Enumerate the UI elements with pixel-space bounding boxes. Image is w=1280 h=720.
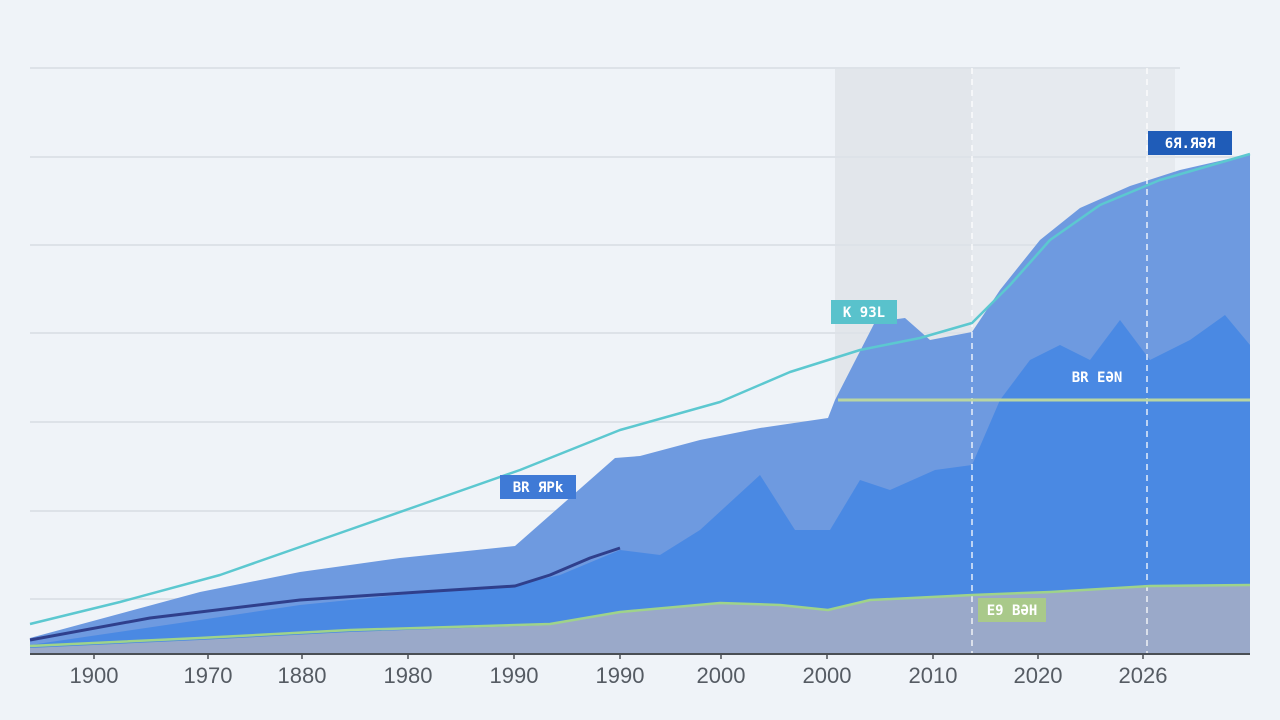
line-series	[29, 152, 1251, 648]
x-tick-label: 2000	[697, 663, 746, 688]
x-tick-label: 1990	[596, 663, 645, 688]
x-tick-label: 2026	[1119, 663, 1168, 688]
line-dark-line	[29, 546, 621, 642]
svg-text:BR EƏN: BR EƏN	[1072, 370, 1123, 386]
annotation-label: BR ЯPk	[500, 475, 576, 499]
x-tick-label: 2020	[1014, 663, 1063, 688]
annotations: 6Я.ЯƏЯ K 93L BR EƏN BR ЯPk E9 BƏH	[500, 131, 1232, 622]
annotation-label: K 93L	[831, 300, 897, 324]
x-tick-label: 1880	[278, 663, 327, 688]
x-tick-label: 1900	[70, 663, 119, 688]
x-tick-label: 2010	[909, 663, 958, 688]
area-lower-area	[30, 585, 1250, 654]
annotation-label: 6Я.ЯƏЯ	[1148, 131, 1232, 155]
annotation-label: E9 BƏH	[978, 598, 1046, 622]
area-series	[30, 154, 1250, 654]
svg-text:BR ЯPk: BR ЯPk	[513, 480, 564, 496]
area-middle-area	[30, 315, 1250, 654]
svg-text:6Я.ЯƏЯ: 6Я.ЯƏЯ	[1165, 136, 1216, 152]
svg-text:K 93L: K 93L	[843, 305, 885, 321]
svg-text:E9 BƏH: E9 BƏH	[987, 603, 1038, 619]
x-tick-label: 1970	[184, 663, 233, 688]
x-tick-label: 1990	[490, 663, 539, 688]
x-tick-label: 1980	[384, 663, 433, 688]
line-green-line	[29, 583, 1251, 648]
x-tick-labels: 1900 1970 1880 1980 1990 1990 2000 2000 2010 2020…	[70, 654, 1168, 688]
line-cyan-line	[29, 152, 1251, 626]
x-tick-label: 2000	[803, 663, 852, 688]
vertical-markers	[971, 68, 1148, 654]
annotation-label: BR EƏN	[1072, 370, 1123, 386]
